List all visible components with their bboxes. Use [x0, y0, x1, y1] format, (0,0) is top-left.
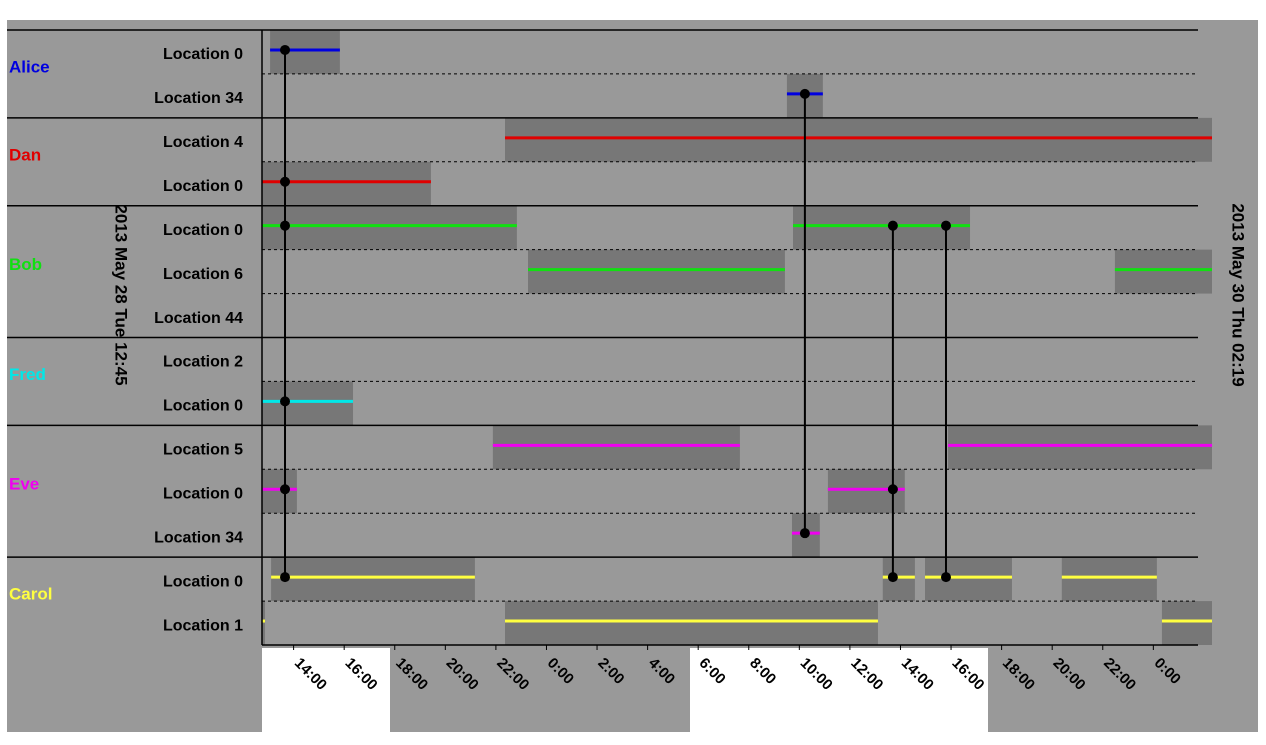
stay-box: [1114, 249, 1212, 294]
location-label: Location 34: [154, 90, 243, 107]
event-dot: [799, 88, 810, 99]
event-dot: [280, 396, 291, 407]
person-name: Carol: [9, 585, 52, 604]
event-dot: [280, 220, 291, 231]
stay-box: [262, 161, 431, 206]
stay-box: [492, 425, 740, 470]
location-label: Location 5: [163, 442, 243, 459]
event-dot: [940, 572, 951, 583]
stay-box: [262, 601, 266, 645]
stay-box: [262, 469, 297, 514]
stay-box: [1061, 557, 1157, 602]
location-label: Location 4: [163, 134, 243, 151]
location-label: Location 2: [163, 354, 243, 371]
event-dot: [280, 44, 291, 55]
stay-box: [262, 205, 517, 250]
stay-box: [1161, 601, 1212, 645]
location-label: Location 0: [163, 573, 243, 590]
event-dot: [799, 528, 810, 539]
stay-box: [882, 557, 915, 602]
event-dot: [280, 572, 291, 583]
person-name: Alice: [9, 57, 50, 76]
person-name: Dan: [9, 145, 41, 164]
event-dot: [940, 220, 951, 231]
stay-box: [925, 557, 1012, 602]
axis-band: [262, 648, 390, 732]
event-dot: [280, 484, 291, 495]
location-label: Location 0: [163, 398, 243, 415]
person-name: Bob: [9, 255, 42, 274]
location-label: Location 6: [163, 266, 243, 283]
stay-box: [793, 205, 971, 250]
event-dot: [887, 484, 898, 495]
location-label: Location 0: [163, 485, 243, 502]
stay-box: [528, 249, 785, 294]
location-label: Location 0: [163, 46, 243, 63]
event-dot: [887, 572, 898, 583]
event-dot: [280, 176, 291, 187]
end-time: 2013 May 30 Thu 02:19: [1229, 203, 1248, 386]
stay-box: [948, 425, 1212, 470]
axis-band: [690, 648, 988, 732]
person-name: Fred: [9, 365, 46, 384]
stay-box: [262, 381, 354, 426]
location-label: Location 1: [163, 617, 243, 634]
person-name: Eve: [9, 475, 39, 494]
location-label: Location 0: [163, 178, 243, 195]
location-label: Location 0: [163, 222, 243, 239]
stay-box: [271, 557, 475, 602]
start-time: 2013 May 28 Tue 12:45: [112, 204, 131, 385]
location-label: Location 34: [154, 529, 243, 546]
location-label: Location 44: [154, 310, 243, 327]
event-dot: [887, 220, 898, 231]
stay-box: [504, 117, 1212, 162]
stay-box: [504, 601, 878, 645]
